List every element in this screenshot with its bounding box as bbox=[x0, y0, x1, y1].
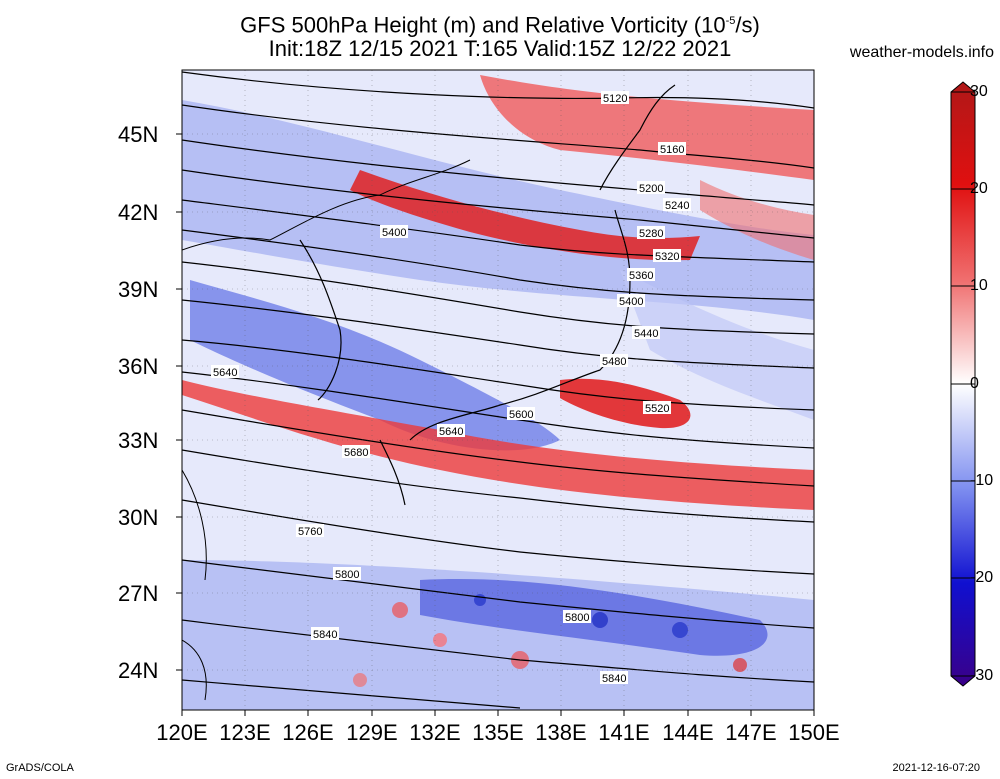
contour-label: 5640 bbox=[213, 367, 237, 379]
contour-label: 5320 bbox=[655, 251, 679, 263]
contour-label: 5120 bbox=[603, 93, 627, 105]
lat-label: 24N bbox=[118, 658, 159, 683]
colorbar-label: -10 bbox=[970, 472, 994, 489]
lon-label: 120E bbox=[156, 720, 208, 745]
contour-label: 5760 bbox=[298, 526, 322, 538]
contour-label: 5280 bbox=[639, 228, 663, 240]
contour-label: 5800 bbox=[335, 569, 359, 581]
lon-label: 144E bbox=[662, 720, 714, 745]
colorbar-label: 20 bbox=[970, 180, 988, 197]
lat-label: 36N bbox=[118, 354, 159, 379]
footer-credit: GrADS/COLA bbox=[6, 762, 74, 774]
lon-label: 126E bbox=[282, 720, 334, 745]
footer-timestamp: 2021-12-16-07:20 bbox=[892, 762, 980, 774]
contour-label: 5840 bbox=[602, 673, 626, 685]
lat-label: 27N bbox=[118, 581, 159, 606]
contour-label: 5440 bbox=[634, 328, 658, 340]
contour-label: 5840 bbox=[313, 629, 337, 641]
lat-label: 30N bbox=[118, 505, 159, 530]
lat-label: 39N bbox=[118, 277, 159, 302]
contour-label: 5240 bbox=[665, 200, 689, 212]
contour-label: 5360 bbox=[629, 270, 653, 282]
lon-label: 141E bbox=[598, 720, 650, 745]
colorbar-label: -20 bbox=[970, 569, 994, 586]
axis-ticks bbox=[176, 133, 815, 716]
contour-label: 5480 bbox=[602, 356, 626, 368]
lon-label: 150E bbox=[788, 720, 840, 745]
lon-label: 123E bbox=[219, 720, 271, 745]
contour-label: 5400 bbox=[619, 296, 643, 308]
colorbar-label: 30 bbox=[970, 83, 988, 100]
colorbar-label: -30 bbox=[970, 667, 994, 684]
colorbar-label: 0 bbox=[970, 375, 979, 392]
lon-label: 147E bbox=[725, 720, 777, 745]
vorticity-field bbox=[182, 70, 814, 710]
lon-label: 132E bbox=[409, 720, 461, 745]
lon-label: 138E bbox=[535, 720, 587, 745]
contour-label: 5160 bbox=[660, 144, 684, 156]
lat-label: 45N bbox=[118, 122, 159, 147]
contour-label: 5520 bbox=[645, 403, 669, 415]
map-subtitle: Init:18Z 12/15 2021 T:165 Valid:15Z 12/2… bbox=[268, 36, 732, 61]
lon-label: 129E bbox=[346, 720, 398, 745]
contour-label: 5400 bbox=[382, 227, 406, 239]
contour-label: 5640 bbox=[439, 426, 463, 438]
lon-label: 135E bbox=[472, 720, 524, 745]
contour-label: 5600 bbox=[509, 409, 533, 421]
contour-label: 5800 bbox=[565, 612, 589, 624]
site-watermark: weather-models.info bbox=[849, 44, 994, 61]
lat-label: 42N bbox=[118, 200, 159, 225]
map-title: GFS 500hPa Height (m) and Relative Vorti… bbox=[240, 12, 760, 38]
contour-label: 5680 bbox=[344, 447, 368, 459]
contour-labels: 5120 5160 5200 5240 5280 5320 5360 5400 … bbox=[211, 91, 691, 685]
contour-label: 5200 bbox=[639, 183, 663, 195]
lat-label: 33N bbox=[118, 428, 159, 453]
colorbar-label: 10 bbox=[970, 277, 988, 294]
